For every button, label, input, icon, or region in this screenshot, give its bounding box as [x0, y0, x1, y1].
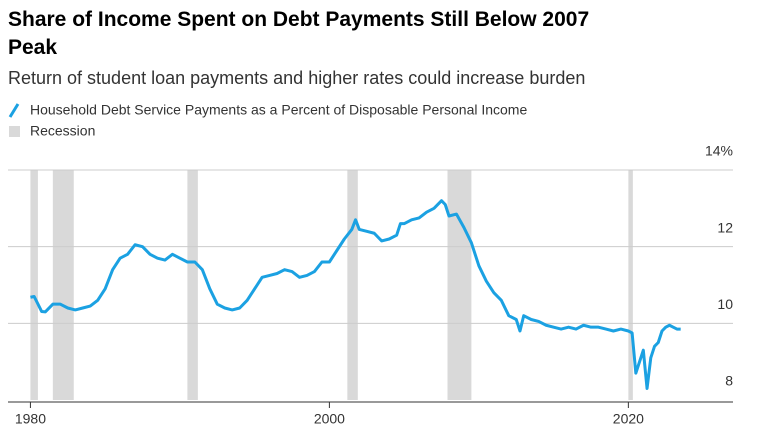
chart-subtitle: Return of student loan payments and high…	[8, 68, 586, 88]
x-tick-label: 2020	[613, 411, 644, 427]
x-tick-label: 1980	[15, 411, 46, 427]
legend-line-icon	[8, 103, 20, 118]
recession-band	[52, 170, 74, 400]
x-tick-label: 2000	[314, 411, 345, 427]
recession-band	[30, 170, 38, 400]
y-tick-label: 12	[717, 219, 733, 235]
y-tick-label: 8	[725, 373, 733, 389]
data-line	[30, 199, 681, 390]
legend-label: Household Debt Service Payments as a Per…	[30, 102, 527, 118]
recession-band	[628, 170, 633, 400]
legend-label: Recession	[30, 123, 95, 139]
y-tick-label: 10	[717, 296, 733, 312]
recession-band	[347, 170, 358, 400]
recession-band	[447, 170, 472, 400]
recession-band	[187, 170, 198, 400]
y-tick-label: 14%	[705, 143, 733, 159]
legend-recession-icon	[9, 126, 20, 137]
chart-title: Share of Income Spent on Debt Payments S…	[8, 8, 590, 59]
